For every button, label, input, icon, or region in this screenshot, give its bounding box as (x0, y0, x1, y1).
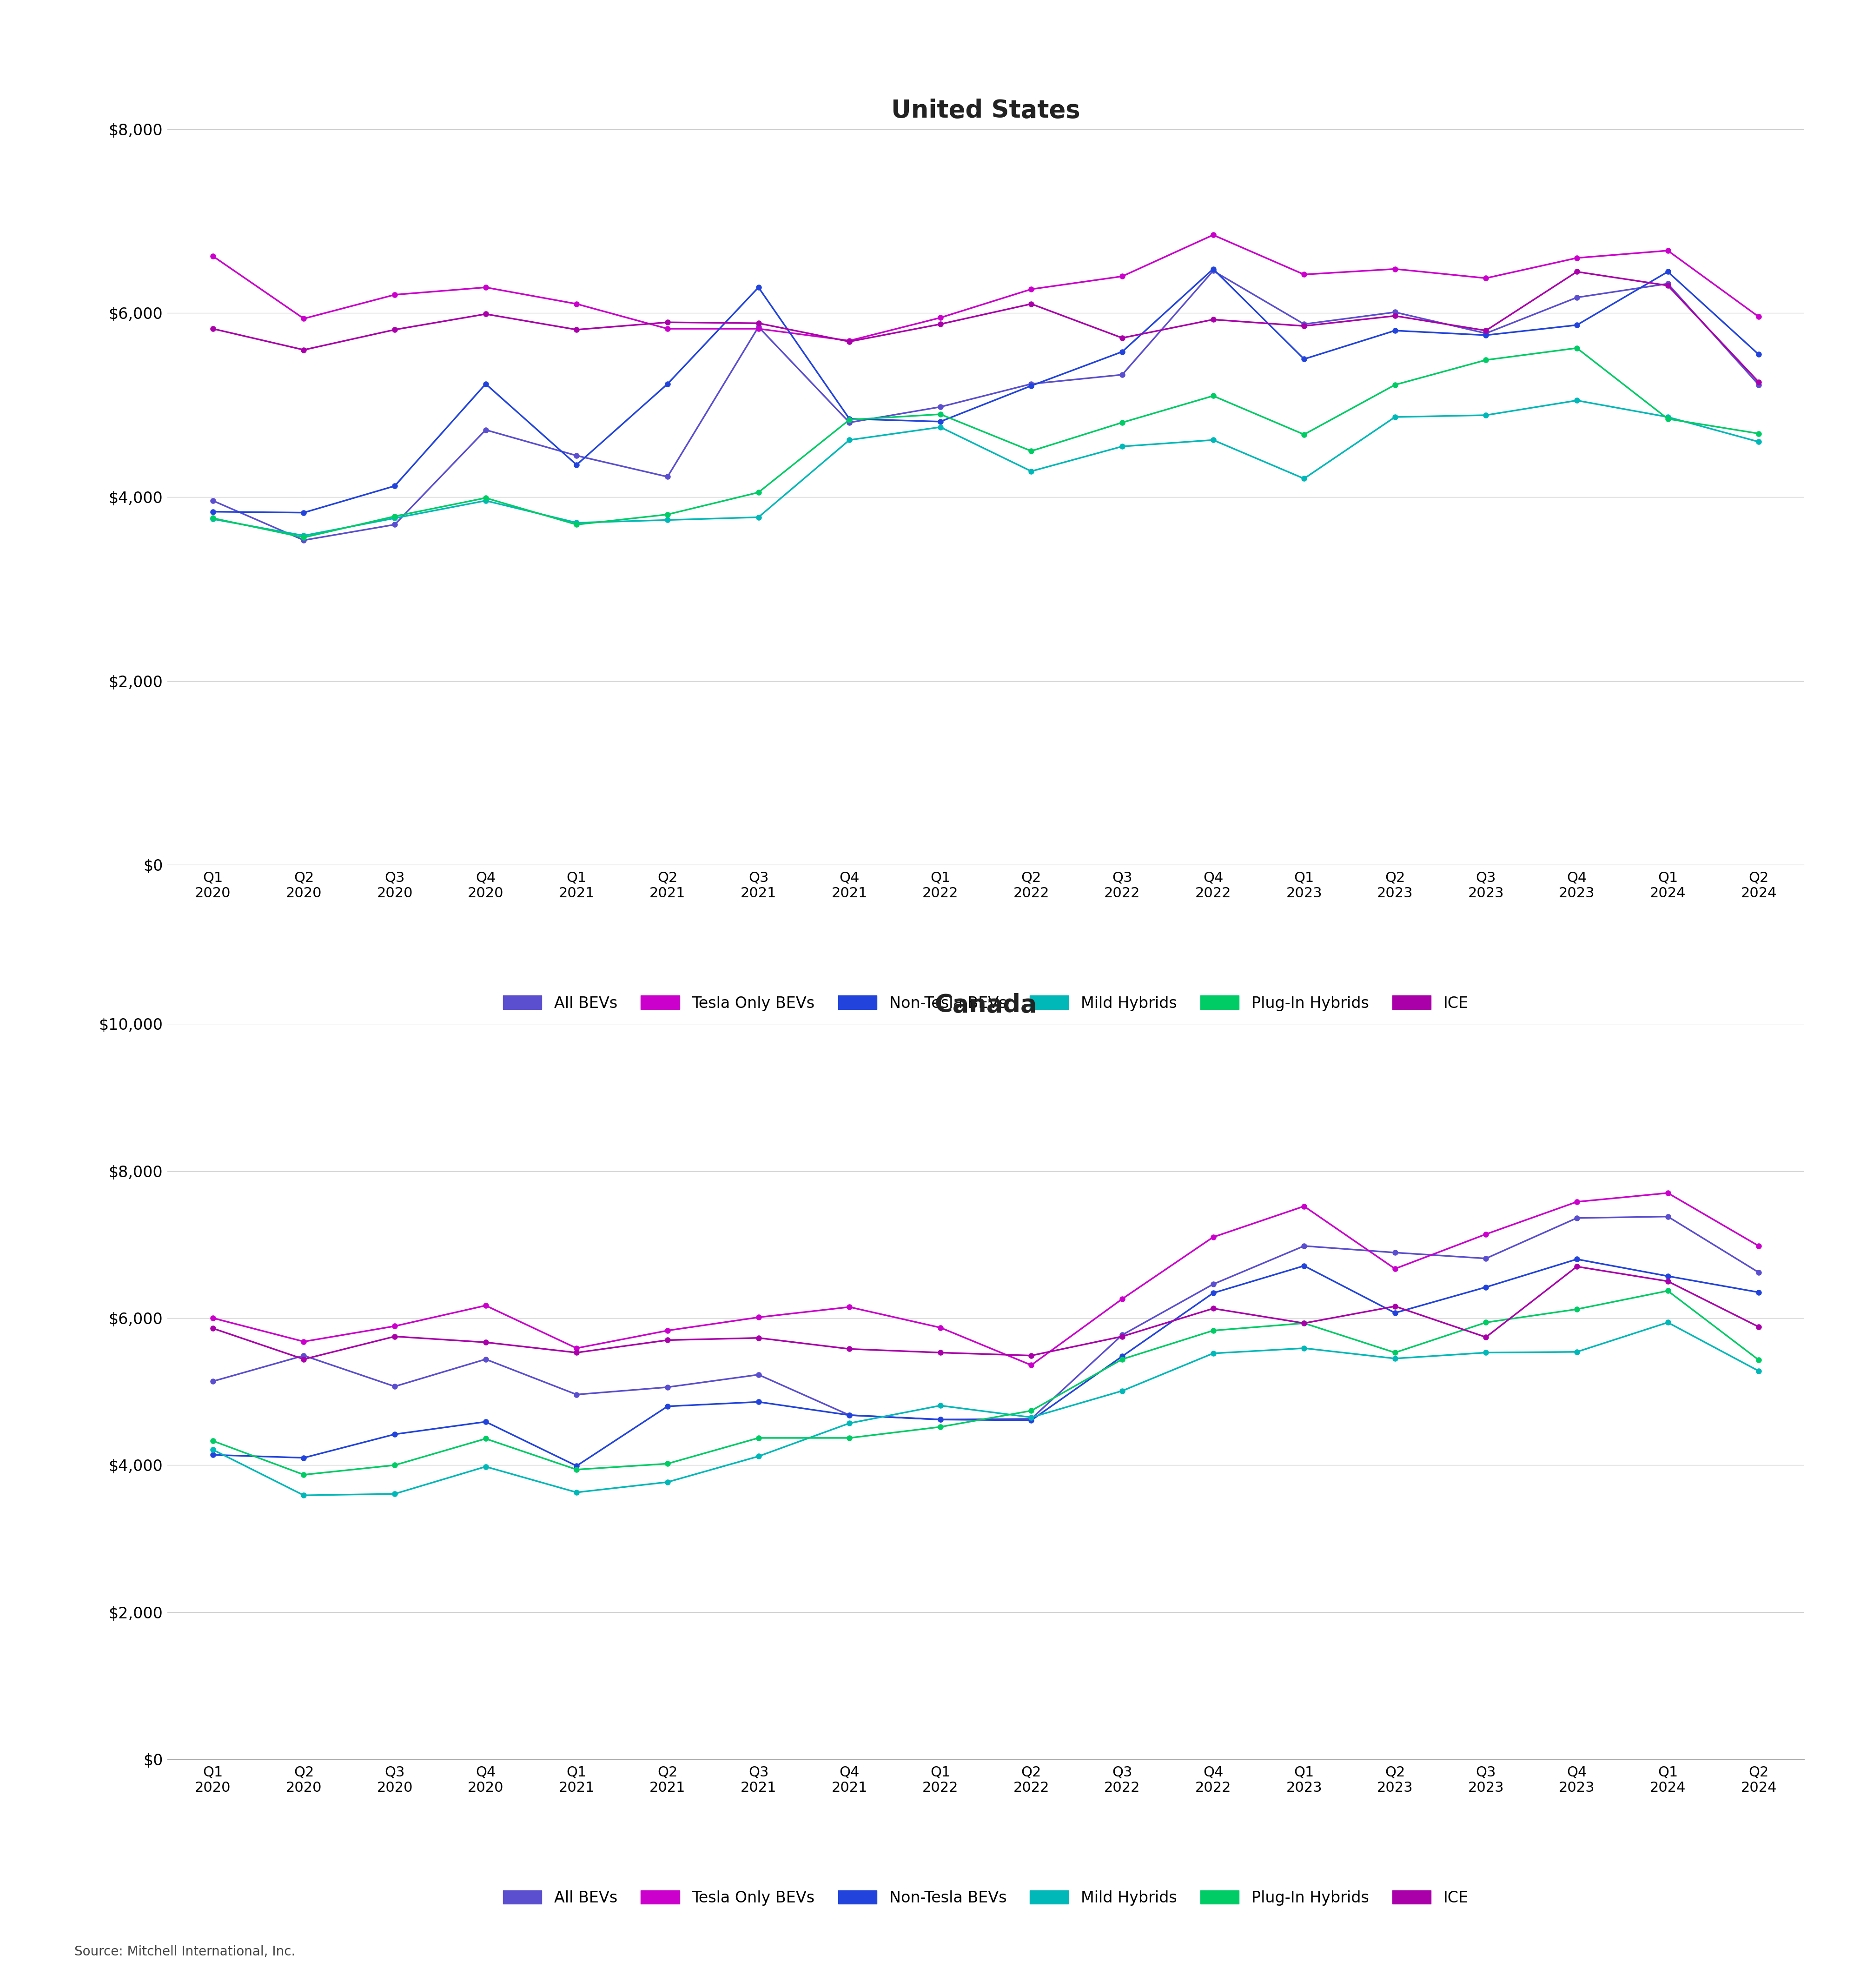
Legend: All BEVs, Tesla Only BEVs, Non-Tesla BEVs, Mild Hybrids, Plug-In Hybrids, ICE: All BEVs, Tesla Only BEVs, Non-Tesla BEV… (495, 1883, 1477, 1914)
Title: United States: United States (891, 99, 1081, 123)
Text: Average Repairable Severity: Average Repairable Severity (660, 18, 1200, 52)
Legend: All BEVs, Tesla Only BEVs, Non-Tesla BEVs, Mild Hybrids, Plug-In Hybrids, ICE: All BEVs, Tesla Only BEVs, Non-Tesla BEV… (495, 988, 1477, 1020)
Text: Source: Mitchell International, Inc.: Source: Mitchell International, Inc. (74, 1944, 296, 1958)
Title: Canada: Canada (934, 994, 1038, 1018)
